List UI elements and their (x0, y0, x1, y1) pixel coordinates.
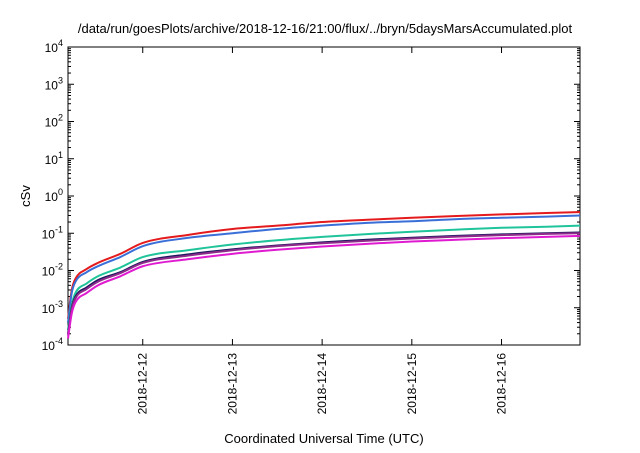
y-tick-label: 10-3 (42, 299, 63, 316)
series-line-6 (67, 234, 581, 339)
x-tick-label: 2018-12-16 (495, 353, 509, 415)
x-tick-label: 2018-12-15 (405, 353, 419, 415)
series-line-5 (67, 232, 581, 336)
y-tick-label: 102 (45, 113, 63, 130)
plot-area (67, 46, 581, 346)
y-tick-label: 101 (45, 150, 63, 167)
y-tick-label: 103 (45, 75, 63, 92)
x-axis: 2018-12-12 2018-12-13 2018-12-14 2018-12-15… (136, 47, 509, 414)
x-tick-label: 2018-12-13 (225, 353, 239, 415)
series-line-3 (67, 224, 581, 331)
y-tick-label: 10-4 (42, 336, 63, 353)
chart-title: /data/run/goesPlots/archive/2018-12-16/2… (78, 21, 573, 36)
y-tick-label: 10-1 (42, 224, 63, 241)
series-layer (67, 211, 581, 339)
x-tick-label: 2018-12-14 (315, 353, 329, 415)
series-line-2 (67, 214, 581, 323)
y-tick-label: 100 (45, 187, 63, 204)
x-tick-label: 2018-12-12 (136, 353, 150, 415)
y-axis: 10-4 10-3 10-2 10-1 100 101 102 103 104 (42, 38, 580, 353)
y-axis-label: cSv (18, 185, 33, 207)
series-line-1 (67, 211, 581, 320)
y-tick-label: 104 (45, 38, 63, 55)
x-axis-label: Coordinated Universal Time (UTC) (224, 431, 423, 446)
series-line-4 (67, 231, 581, 334)
y-tick-label: 10-2 (42, 262, 63, 279)
